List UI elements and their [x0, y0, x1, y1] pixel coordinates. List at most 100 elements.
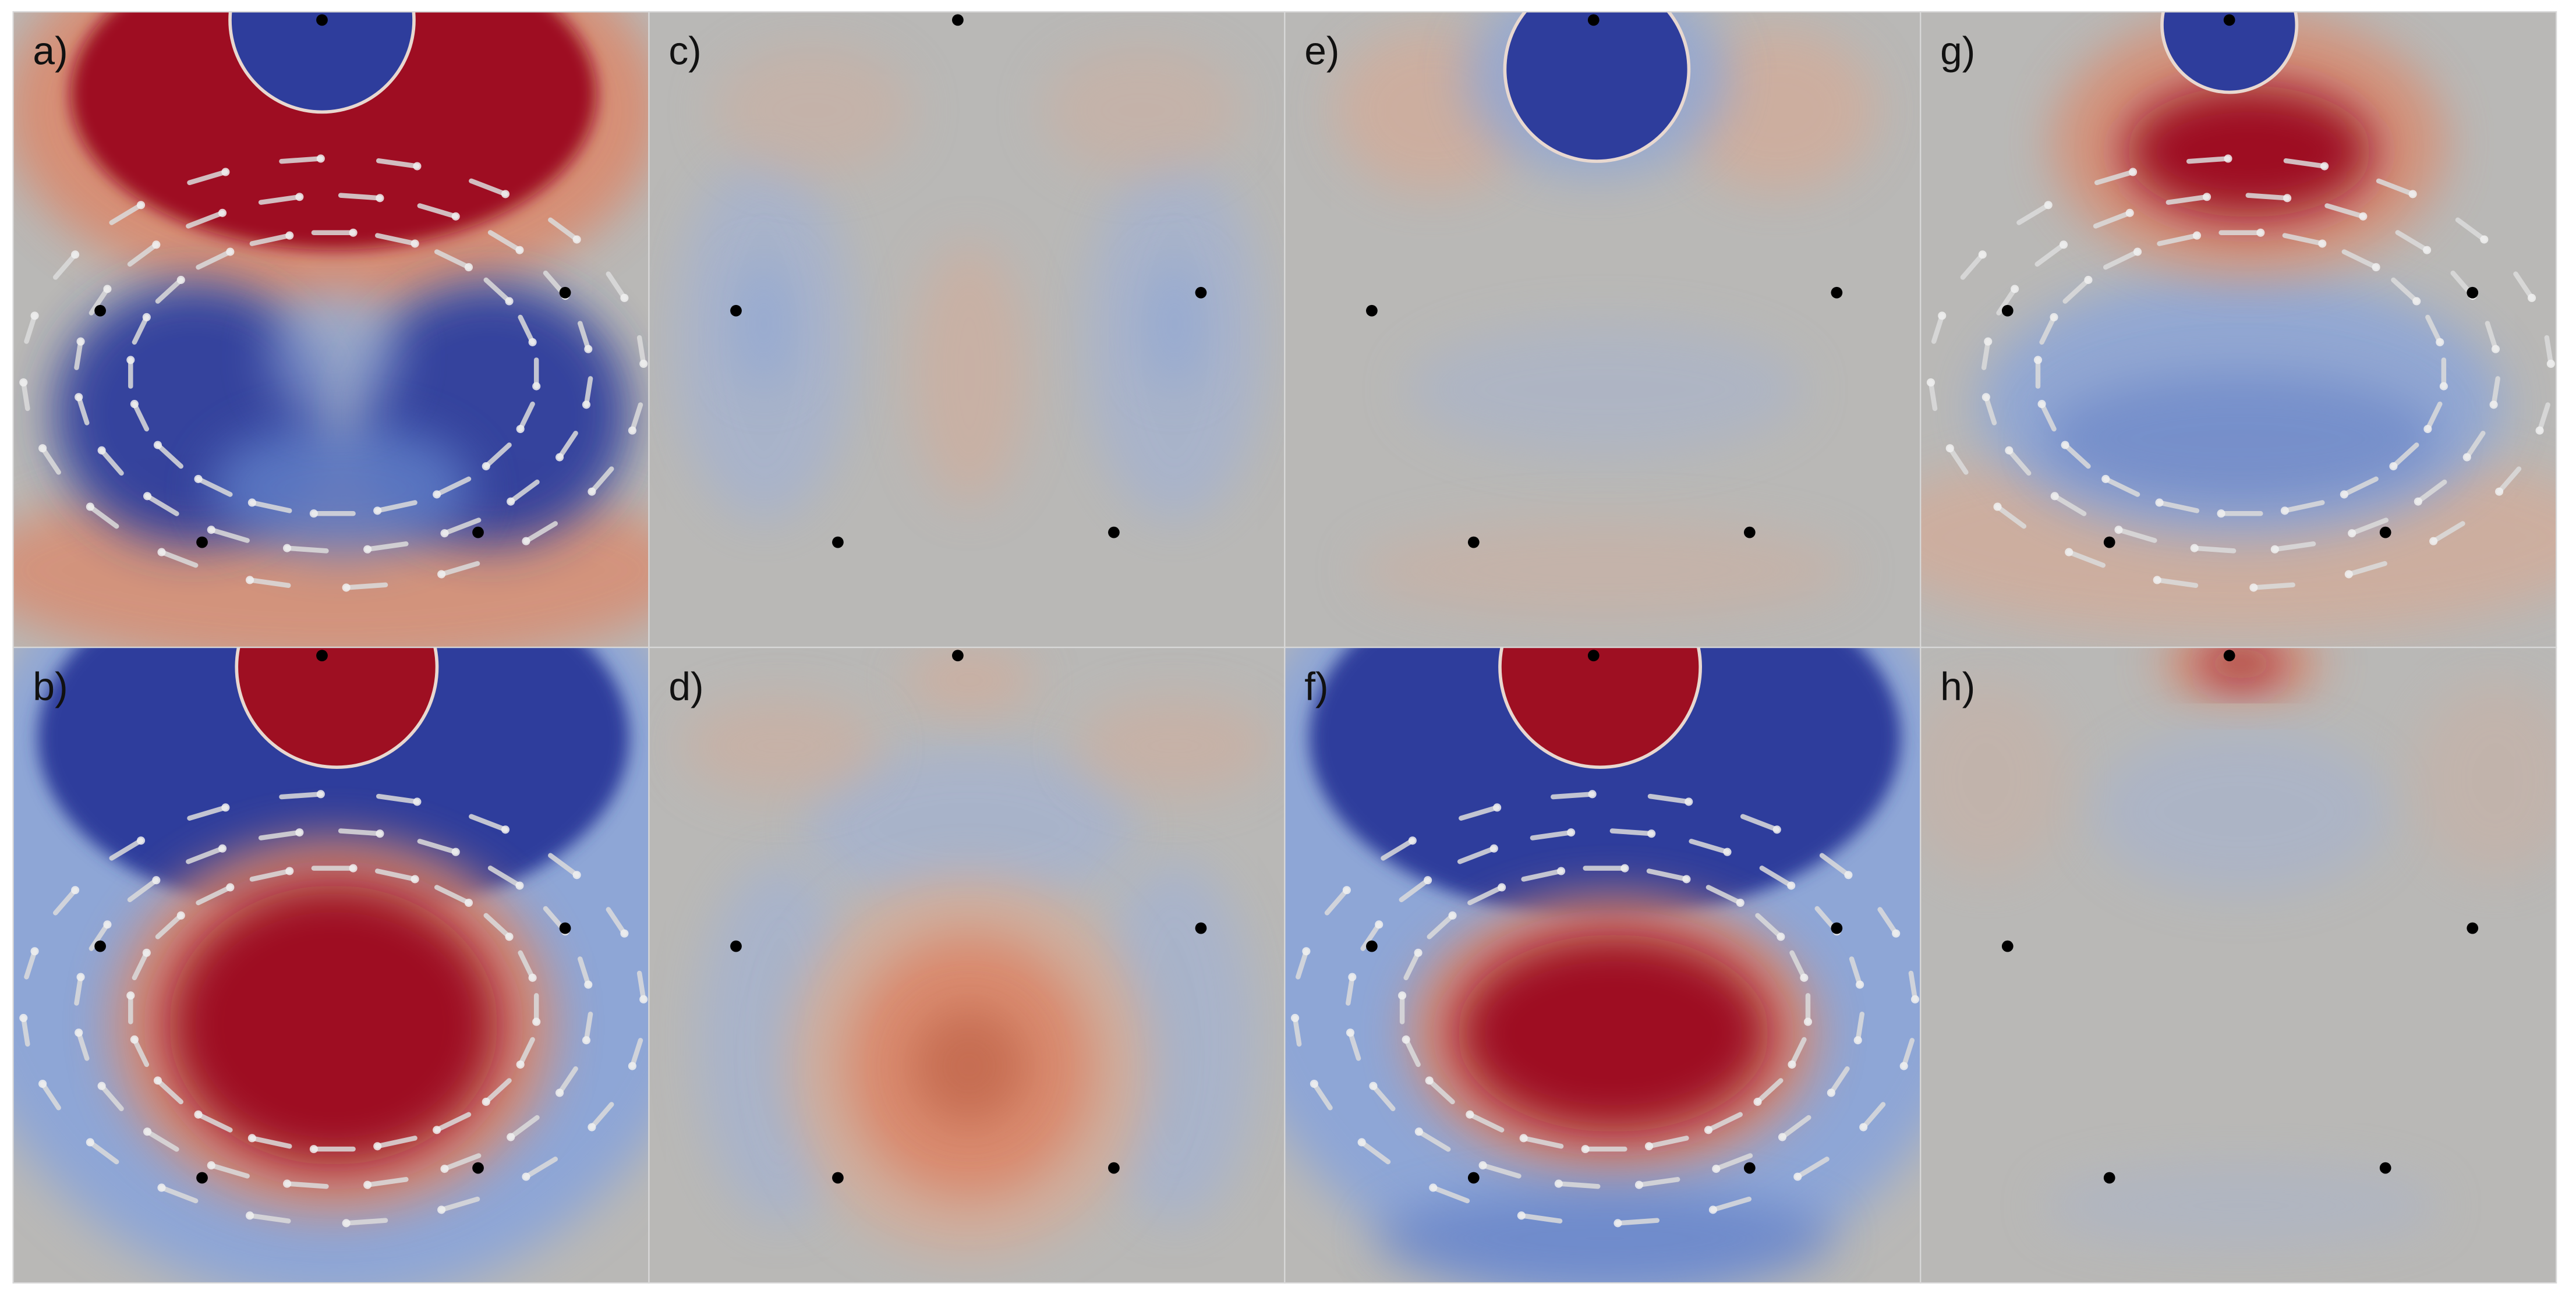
flow-arrow	[24, 313, 37, 344]
panel	[1920, 12, 2557, 648]
flow-arrow-head	[285, 867, 294, 875]
flow-arrow-head	[157, 548, 166, 556]
flow-arrow	[132, 401, 150, 432]
flow-arrow-head	[130, 1035, 139, 1044]
flow-arrow-head	[176, 911, 185, 920]
marker-dot	[2467, 922, 2479, 934]
flow-arrow	[1521, 1136, 1564, 1149]
flow-arrow-head	[153, 441, 162, 449]
flow-arrow	[1530, 829, 1574, 840]
flow-arrow-head	[440, 1165, 449, 1173]
flow-arrow-head	[584, 345, 593, 353]
flow-arrow	[2157, 233, 2200, 246]
flow-arrow-head	[143, 1127, 152, 1136]
flow-arrow-head	[221, 803, 230, 812]
panel	[1920, 647, 2557, 1283]
flow-arrow-head	[2372, 263, 2380, 272]
flow-arrow	[518, 1037, 535, 1068]
flow-arrow-head	[433, 1126, 441, 1134]
flow-arrow-head	[76, 337, 85, 346]
flow-arrow	[518, 950, 535, 981]
flow-arrow-head	[1489, 844, 1498, 853]
flow-arrow	[636, 335, 646, 367]
flow-arrow	[279, 792, 324, 800]
flow-arrow-head	[1777, 932, 1785, 941]
flow-arrow-head	[1910, 995, 1920, 1003]
flow-arrow-head	[2256, 228, 2265, 237]
flow-arrow-head	[247, 1134, 256, 1143]
flow-arrow-head	[194, 474, 203, 483]
panel-label: d)	[668, 665, 703, 708]
marker-dot	[1195, 922, 1207, 934]
panel-border	[1920, 647, 2557, 1284]
flow-arrow	[1860, 1102, 1886, 1130]
flow-arrow-head	[2429, 537, 2438, 545]
flow-arrow-head	[1302, 947, 1311, 956]
flow-arrow	[629, 1038, 643, 1069]
flow-arrow	[523, 1157, 558, 1179]
flow-arrow-head	[126, 991, 135, 1000]
flow-arrow	[483, 913, 512, 939]
flow-arrow-head	[2359, 212, 2368, 221]
flow-arrow	[196, 249, 233, 270]
flow-arrow-head	[620, 929, 629, 938]
flow-arrow	[1360, 922, 1382, 951]
flow-arrow	[1901, 1038, 1915, 1069]
flow-arrow-head	[218, 208, 227, 217]
flow-arrow-head	[38, 1079, 47, 1088]
flow-arrow	[483, 1078, 512, 1105]
field-region	[1375, 1189, 1835, 1283]
flow-arrow-head	[246, 1211, 254, 1220]
field-region	[267, 290, 399, 423]
flow-arrow-head	[1984, 337, 1993, 346]
flow-arrow-head	[2408, 190, 2417, 198]
flow-arrow	[1416, 1129, 1451, 1152]
flow-arrow-head	[309, 1145, 318, 1154]
flow-arrow-head	[451, 847, 460, 856]
flow-arrow	[1646, 1136, 1689, 1149]
disk	[1501, 647, 1699, 766]
flow-arrow-head	[1978, 250, 1987, 259]
flow-arrow-head	[1402, 1035, 1410, 1044]
flow-arrow	[2430, 521, 2465, 544]
flow-arrow	[2039, 314, 2057, 345]
flow-arrow-head	[152, 240, 161, 249]
flow-arrow	[2165, 194, 2210, 205]
flow-arrow-head	[1342, 886, 1351, 895]
panel-label: b)	[33, 665, 68, 708]
flow-arrow	[1789, 950, 1807, 981]
flow-arrow	[196, 885, 233, 906]
flow-arrow	[2341, 249, 2379, 270]
flow-arrow-head	[221, 168, 230, 176]
flow-arrow	[99, 448, 124, 476]
marker-dot	[952, 14, 964, 26]
flow-arrow	[1399, 877, 1431, 903]
flow-arrow-head	[522, 1172, 530, 1181]
flow-arrow	[2455, 217, 2487, 242]
flow-arrow	[2186, 156, 2231, 164]
flow-arrow	[589, 1102, 614, 1130]
flow-arrow-head	[2005, 446, 2014, 455]
flow-arrow-head	[505, 932, 514, 941]
flow-arrow	[1855, 1012, 1865, 1043]
marker-dot	[2223, 650, 2235, 662]
flow-arrow-head	[2065, 548, 2073, 556]
flow-arrow-head	[1793, 1172, 1802, 1181]
field-region	[2199, 647, 2282, 684]
marker-dot	[1831, 286, 1843, 299]
flow-arrow-head	[532, 382, 541, 391]
flow-arrow-head	[1993, 502, 2002, 511]
flow-arrow-head	[1685, 797, 1693, 806]
flow-arrow-head	[505, 297, 514, 306]
flow-arrow-head	[218, 844, 227, 853]
marker-dot	[2379, 1162, 2391, 1174]
flow-arrow	[279, 156, 324, 164]
flow-arrow-head	[75, 1029, 83, 1037]
flow-arrow	[2052, 494, 2087, 516]
flow-arrow	[1755, 913, 1784, 939]
flow-arrow-head	[1926, 378, 1935, 387]
flow-arrow-head	[1892, 929, 1901, 938]
flow-arrow	[518, 314, 535, 345]
flow-arrow-head	[628, 426, 636, 435]
flow-arrow	[434, 1112, 472, 1133]
